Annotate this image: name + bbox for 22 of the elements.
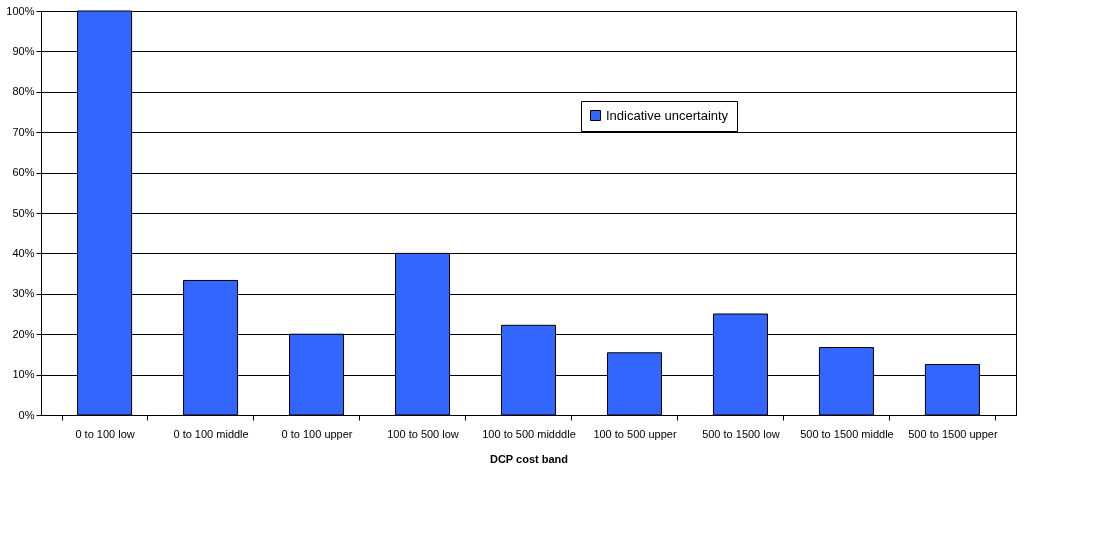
x-tick-label: 100 to 500 midddle [482,427,576,440]
y-tick-label: 30% [12,287,35,300]
x-axis-title: DCP cost band [489,452,569,465]
x-tick-label: 500 to 1500 middle [800,427,894,440]
y-tick-label: 0% [18,408,35,421]
x-tick-label: 500 to 1500 low [702,427,780,440]
x-tick-label: 0 to 100 middle [173,427,249,440]
legend-label: Indicative uncertainty [606,107,729,123]
y-tick-label: 40% [12,246,35,259]
y-tick-label: 70% [12,125,35,138]
y-tick-label: 80% [12,85,35,98]
y-tick-label: 90% [12,44,35,57]
y-tick-label: 60% [12,166,35,179]
x-tick-label: 500 to 1500 upper [908,427,998,440]
x-tick-label: 100 to 500 low [387,427,459,440]
x-tick-label: 0 to 100 low [75,427,135,440]
x-tick-label: 100 to 500 upper [593,427,677,440]
y-tick-label: 50% [12,206,35,219]
x-tick-label: 0 to 100 upper [281,427,353,440]
y-tick-label: 10% [12,368,35,381]
y-tick-label: 100% [6,4,35,17]
y-tick-label: 20% [12,327,35,340]
